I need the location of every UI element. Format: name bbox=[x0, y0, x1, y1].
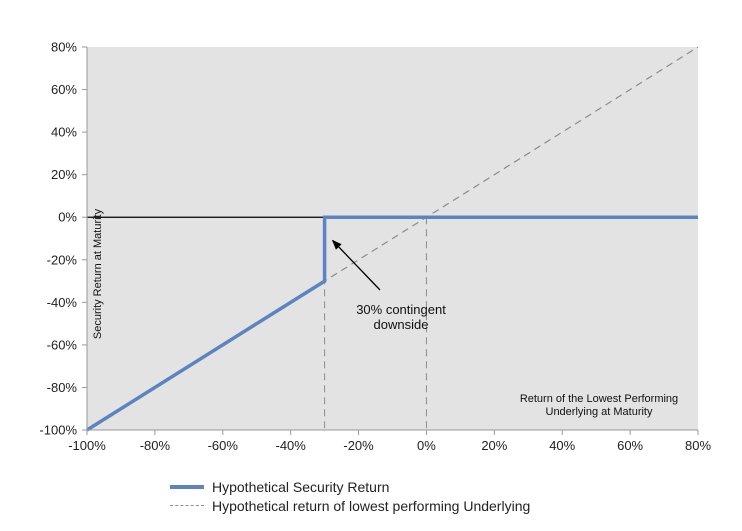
annotation-text: downside bbox=[374, 317, 429, 332]
x-tick-label: -20% bbox=[343, 438, 374, 453]
legend-label: Hypothetical return of lowest performing… bbox=[212, 497, 531, 514]
legend-swatch-dashed bbox=[170, 505, 204, 506]
y-tick-label: 40% bbox=[51, 125, 77, 140]
y-axis-title: Security Return at Maturity bbox=[92, 208, 104, 339]
legend: Hypothetical Security Return Hypothetica… bbox=[170, 477, 530, 515]
y-tick-label: 60% bbox=[51, 82, 77, 97]
x-tick-label: 40% bbox=[549, 438, 575, 453]
x-tick-label: 20% bbox=[481, 438, 507, 453]
annotation-arrow bbox=[331, 239, 381, 291]
x-axis-ticks: -100% -80% -60% -40% -20% 0% 20% 40% 60% 80% bbox=[68, 430, 711, 453]
legend-item-security-return: Hypothetical Security Return bbox=[170, 477, 530, 496]
legend-label: Hypothetical Security Return bbox=[212, 478, 390, 495]
y-tick-label: 80% bbox=[51, 40, 77, 55]
y-tick-label: 0% bbox=[58, 210, 77, 225]
legend-item-underlying-return: Hypothetical return of lowest performing… bbox=[170, 496, 530, 515]
x-tick-label: 60% bbox=[617, 438, 643, 453]
y-axis-ticks: -100% -80% -60% -40% -20% 0% 20% 40% 60% 80% bbox=[39, 40, 87, 438]
y-tick-label: -80% bbox=[47, 380, 78, 395]
series-line-security-return bbox=[86, 215, 698, 432]
x-axis-title-line-2: Underlying at Maturity bbox=[546, 406, 653, 418]
y-tick-label: -40% bbox=[47, 295, 78, 310]
x-tick-label: -100% bbox=[68, 438, 106, 453]
legend-swatch-solid bbox=[170, 484, 204, 489]
y-tick-label: -100% bbox=[39, 423, 77, 438]
annotation-text: 30% contingent bbox=[356, 302, 446, 317]
y-tick-label: -20% bbox=[47, 252, 78, 267]
x-axis-title-line-1: Return of the Lowest Performing bbox=[520, 393, 678, 405]
x-tick-label: 0% bbox=[417, 438, 436, 453]
x-tick-label: -40% bbox=[275, 438, 306, 453]
x-tick-label: -60% bbox=[208, 438, 239, 453]
x-tick-label: 80% bbox=[685, 438, 711, 453]
series-layer bbox=[86, 46, 699, 432]
y-tick-label: 20% bbox=[51, 167, 77, 182]
x-tick-label: -80% bbox=[140, 438, 171, 453]
y-tick-label: -60% bbox=[47, 337, 78, 352]
